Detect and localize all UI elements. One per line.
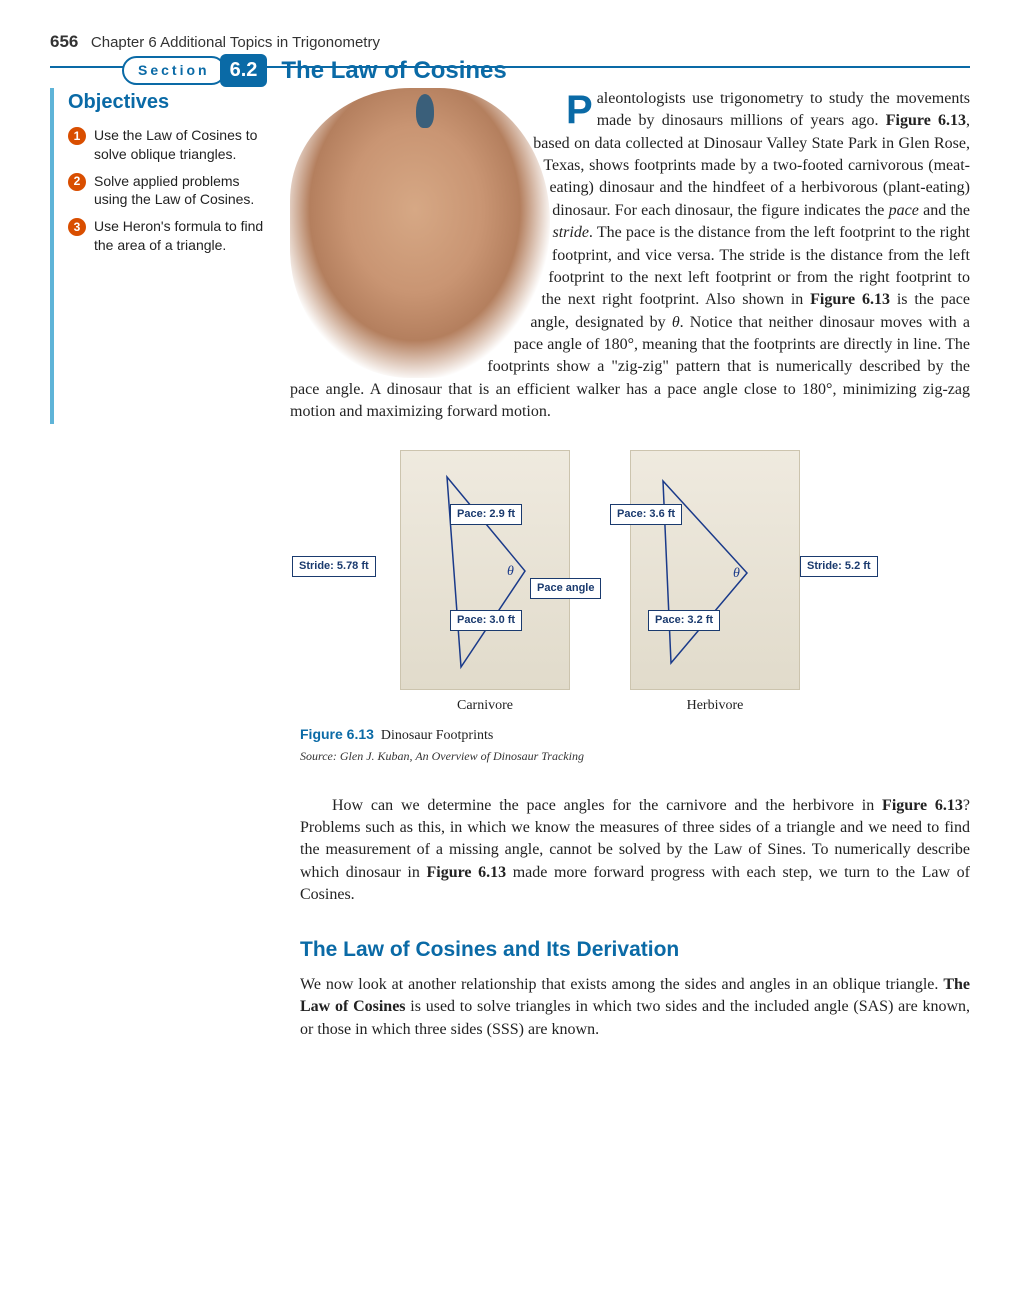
carnivore-caption: Carnivore [400,696,570,716]
bullet-icon: 2 [68,173,86,191]
flag-herb-pace2: Pace: 3.2 ft [648,610,720,631]
fossil-rock-image [290,88,550,378]
figure-caption-text: Dinosaur Footprints [381,728,493,743]
figure-source: Source: Glen J. Kuban, An Overview of Di… [300,748,970,765]
paragraph-2: How can we determine the pace angles for… [300,795,970,907]
figure-6-13: θ Carnivore θ Herbivore Pace: 2.9 ft Pac… [300,450,900,716]
section-badge: Section 6.2 The Law of Cosines [122,54,507,88]
bullet-icon: 1 [68,127,86,145]
chapter-title: Additional Topics in Trigonometry [160,34,380,51]
figure-caption: Figure 6.13 Dinosaur Footprints [300,725,970,746]
objective-item: 2 Solve applied problems using the Law o… [68,172,270,210]
section-pill: Section [122,56,226,86]
svg-text:θ: θ [733,566,740,581]
objective-text: Use the Law of Cosines to solve oblique … [94,126,270,164]
herbivore-panel: θ [630,450,800,690]
content-row: Objectives 1 Use the Law of Cosines to s… [50,88,970,424]
main-column: Paleontologists use trigonometry to stud… [290,88,970,424]
intro-paragraph: Paleontologists use trigonometry to stud… [290,88,970,424]
flag-carn-pace1: Pace: 2.9 ft [450,504,522,525]
flag-herb-pace1: Pace: 3.6 ft [610,504,682,525]
objectives-heading: Objectives [68,88,270,116]
objective-item: 1 Use the Law of Cosines to solve obliqu… [68,126,270,164]
herbivore-caption: Herbivore [630,696,800,716]
page: 656 Chapter 6 Additional Topics in Trigo… [0,0,1020,1095]
dropcap: P [566,88,597,128]
carnivore-triangle: θ [401,451,571,691]
objective-item: 3 Use Heron's formula to find the area o… [68,217,270,255]
flag-carn-stride: Stride: 5.78 ft [292,556,376,577]
figure-label: Figure 6.13 [300,726,374,742]
carnivore-panel: θ [400,450,570,690]
objectives-sidebar: Objectives 1 Use the Law of Cosines to s… [50,88,270,424]
chapter-number: Chapter 6 [91,34,157,51]
para3-text: We now look at another relationship that… [300,974,970,1041]
svg-text:θ: θ [507,564,514,579]
subsection-heading: The Law of Cosines and Its Derivation [300,935,970,964]
section-number: 6.2 [220,54,268,87]
flag-herb-stride: Stride: 5.2 ft [800,556,878,577]
paragraph-3: We now look at another relationship that… [300,974,970,1041]
running-head: 656 Chapter 6 Additional Topics in Trigo… [50,30,970,54]
bullet-icon: 3 [68,218,86,236]
section-title: The Law of Cosines [281,54,506,88]
flag-pace-angle: Pace angle [530,578,601,599]
herbivore-panel-wrap: θ Herbivore [630,450,800,716]
section-rule: Section 6.2 The Law of Cosines [50,66,970,68]
flag-carn-pace2: Pace: 3.0 ft [450,610,522,631]
herbivore-triangle: θ [631,451,801,691]
source-text: Glen J. Kuban, An Overview of Dinosaur T… [340,749,584,763]
objective-text: Solve applied problems using the Law of … [94,172,270,210]
page-number: 656 [50,32,78,51]
para2-text: How can we determine the pace angles for… [300,795,970,907]
source-prefix: Source: [300,749,337,763]
objective-text: Use Heron's formula to find the area of … [94,217,270,255]
objectives-list: 1 Use the Law of Cosines to solve obliqu… [68,126,270,255]
